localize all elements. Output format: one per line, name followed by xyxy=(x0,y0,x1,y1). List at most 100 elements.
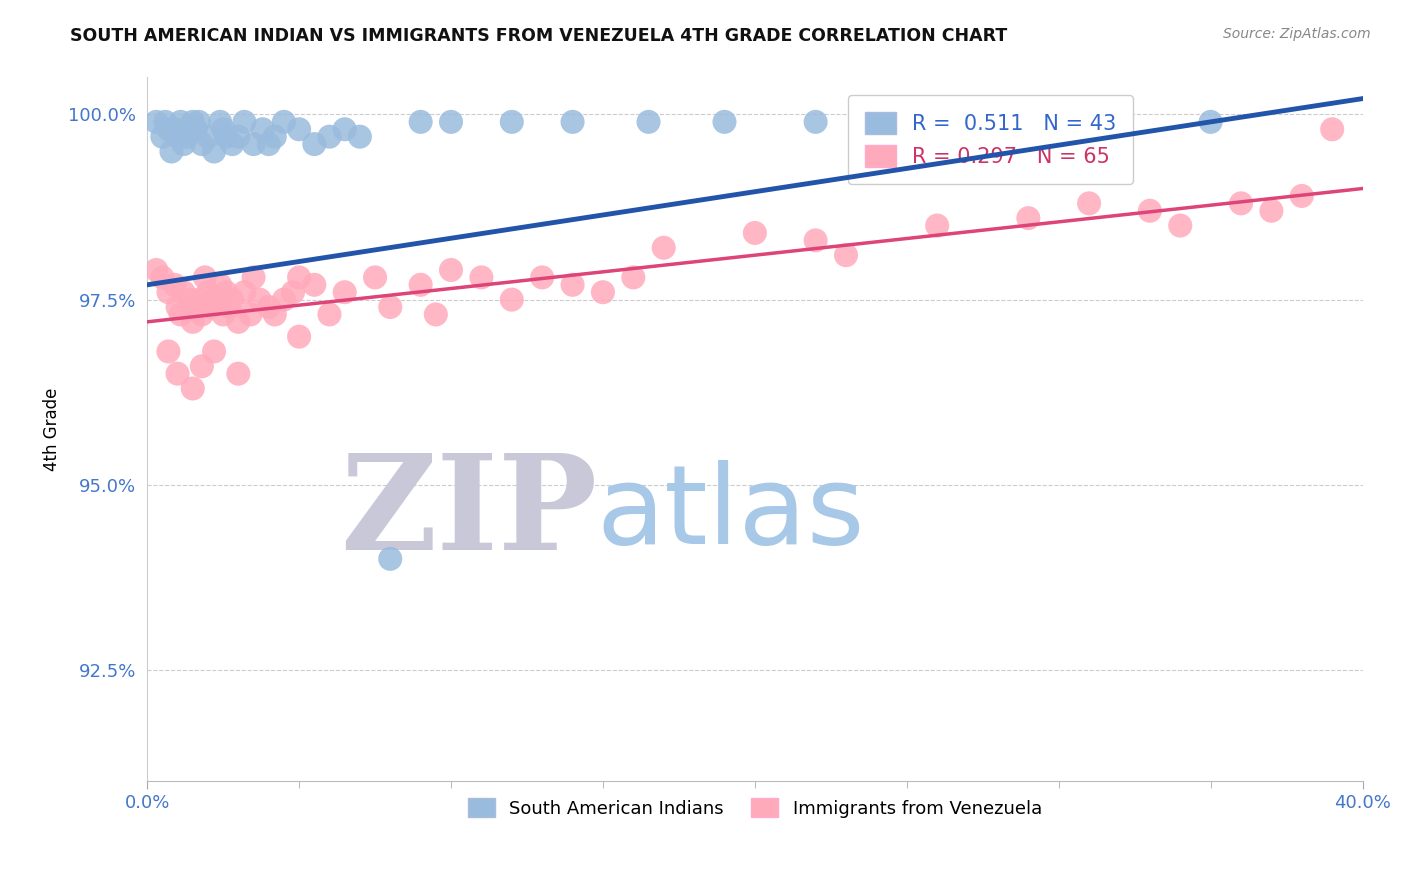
Point xyxy=(233,285,256,300)
Point xyxy=(440,115,463,129)
Point xyxy=(896,115,918,129)
Point xyxy=(333,285,356,300)
Point xyxy=(200,300,222,314)
Point xyxy=(1260,203,1282,218)
Point xyxy=(212,122,235,136)
Point xyxy=(166,300,188,314)
Point xyxy=(288,122,311,136)
Point xyxy=(215,129,238,144)
Point xyxy=(273,115,295,129)
Point xyxy=(333,122,356,136)
Point xyxy=(288,329,311,343)
Point xyxy=(179,293,201,307)
Point xyxy=(318,129,340,144)
Point xyxy=(187,115,209,129)
Point xyxy=(440,263,463,277)
Point xyxy=(221,293,243,307)
Point xyxy=(150,270,173,285)
Point xyxy=(652,241,675,255)
Point xyxy=(380,300,402,314)
Point xyxy=(187,293,209,307)
Point xyxy=(425,307,447,321)
Point xyxy=(288,270,311,285)
Point xyxy=(304,277,326,292)
Point xyxy=(228,367,250,381)
Point xyxy=(1199,115,1222,129)
Point xyxy=(181,115,204,129)
Point xyxy=(202,145,225,159)
Point xyxy=(228,315,250,329)
Point xyxy=(561,277,583,292)
Point xyxy=(263,129,285,144)
Point xyxy=(202,344,225,359)
Text: atlas: atlas xyxy=(598,460,865,567)
Point xyxy=(209,277,232,292)
Point xyxy=(561,115,583,129)
Point xyxy=(202,293,225,307)
Point xyxy=(249,293,271,307)
Point xyxy=(228,129,250,144)
Point xyxy=(1230,196,1253,211)
Point xyxy=(257,300,280,314)
Point xyxy=(173,137,195,152)
Point xyxy=(166,129,188,144)
Point xyxy=(157,285,180,300)
Point xyxy=(1139,203,1161,218)
Point xyxy=(1168,219,1191,233)
Point xyxy=(713,115,735,129)
Point xyxy=(1320,122,1343,136)
Point xyxy=(1108,115,1130,129)
Point xyxy=(191,137,214,152)
Point xyxy=(166,367,188,381)
Point xyxy=(209,115,232,129)
Point xyxy=(173,285,195,300)
Point xyxy=(157,122,180,136)
Point xyxy=(273,293,295,307)
Point xyxy=(191,307,214,321)
Legend: South American Indians, Immigrants from Venezuela: South American Indians, Immigrants from … xyxy=(461,791,1049,825)
Point xyxy=(181,382,204,396)
Point xyxy=(218,300,240,314)
Point xyxy=(501,115,523,129)
Point xyxy=(191,359,214,374)
Point xyxy=(242,270,264,285)
Point xyxy=(409,277,432,292)
Point xyxy=(380,551,402,566)
Point xyxy=(592,285,614,300)
Point xyxy=(221,137,243,152)
Point xyxy=(145,115,167,129)
Point xyxy=(1017,211,1039,226)
Point xyxy=(242,137,264,152)
Point xyxy=(252,122,274,136)
Point xyxy=(181,315,204,329)
Point xyxy=(197,129,219,144)
Text: ZIP: ZIP xyxy=(340,450,598,578)
Point xyxy=(145,263,167,277)
Point xyxy=(150,129,173,144)
Point xyxy=(304,137,326,152)
Point xyxy=(349,129,371,144)
Y-axis label: 4th Grade: 4th Grade xyxy=(44,387,60,471)
Point xyxy=(160,145,183,159)
Point xyxy=(157,344,180,359)
Point xyxy=(531,270,554,285)
Point xyxy=(169,115,191,129)
Point xyxy=(804,233,827,247)
Point xyxy=(637,115,659,129)
Point xyxy=(215,285,238,300)
Point xyxy=(409,115,432,129)
Point xyxy=(163,277,186,292)
Point xyxy=(184,122,207,136)
Text: SOUTH AMERICAN INDIAN VS IMMIGRANTS FROM VENEZUELA 4TH GRADE CORRELATION CHART: SOUTH AMERICAN INDIAN VS IMMIGRANTS FROM… xyxy=(70,27,1008,45)
Point xyxy=(239,307,262,321)
Point xyxy=(197,285,219,300)
Point xyxy=(744,226,766,240)
Point xyxy=(281,285,304,300)
Point xyxy=(318,307,340,321)
Point xyxy=(470,270,492,285)
Point xyxy=(621,270,644,285)
Point xyxy=(163,122,186,136)
Point xyxy=(1291,189,1313,203)
Point xyxy=(501,293,523,307)
Point xyxy=(804,115,827,129)
